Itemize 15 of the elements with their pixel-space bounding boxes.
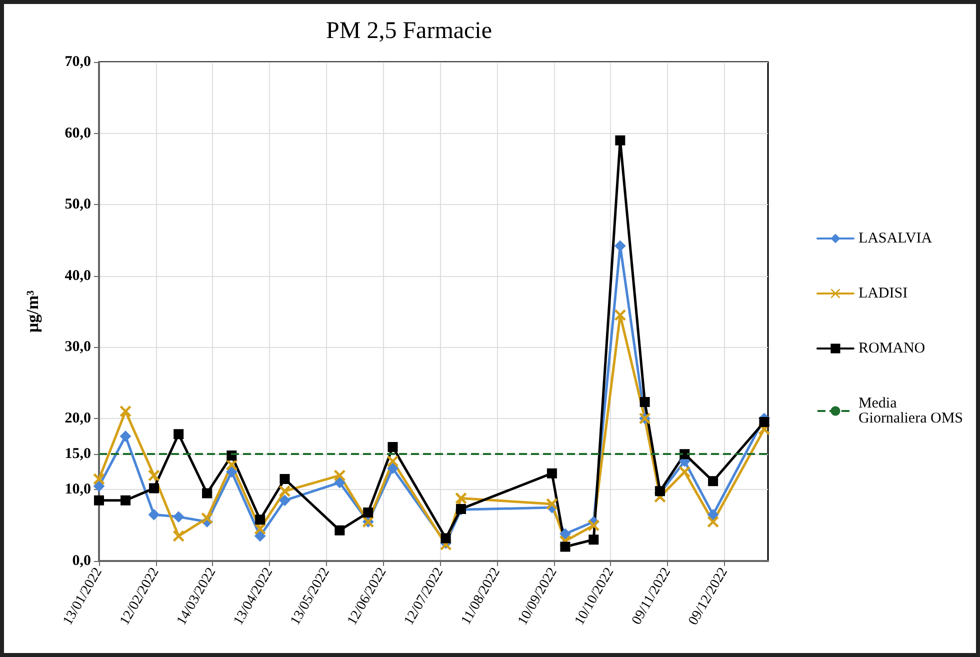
chart-title: PM 2,5 Farmacie [326, 18, 492, 44]
y-tick-label: 15,0 [64, 446, 91, 462]
legend-label: LADISI [858, 286, 908, 302]
y-tick-label: 30,0 [64, 339, 91, 356]
legend-label: LASALVIA [858, 230, 932, 246]
legend-label: ROMANO [858, 340, 926, 356]
legend-label: Media Giornaliera OMS [858, 396, 963, 426]
y-tick-label: 40,0 [64, 268, 91, 284]
y-tick-label: 70,0 [64, 54, 91, 70]
y-tick-label: 0,0 [72, 553, 91, 569]
y-tick-label: 10,0 [64, 482, 91, 498]
y-tick-label: 60,0 [64, 125, 91, 142]
y-axis-title: µg/m³ [23, 290, 42, 333]
y-tick-label: 50,0 [64, 196, 91, 213]
y-tick-label: 20,0 [64, 410, 91, 426]
